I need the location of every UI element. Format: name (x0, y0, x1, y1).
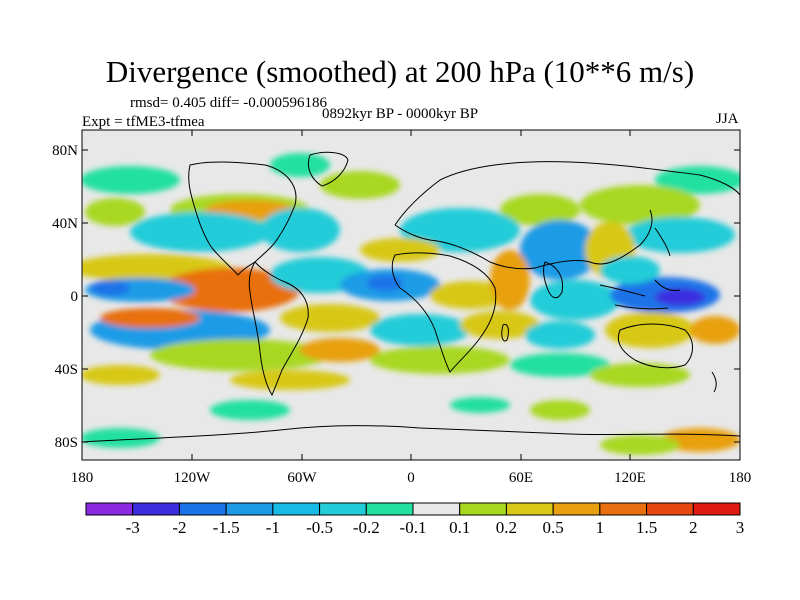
coastline-layer (82, 151, 740, 443)
contour-blob (150, 339, 330, 371)
coastline-se-asia (599, 279, 681, 310)
colorbar-swatch (132, 502, 180, 516)
contour-blob (300, 338, 380, 362)
coastline-africa (391, 252, 497, 373)
colorbar-swatch (552, 502, 601, 516)
lat-tick-80s: 80S (54, 435, 78, 451)
contour-blob (210, 400, 290, 420)
coastline-australia (617, 323, 693, 369)
lat-tick-0: 0 (70, 289, 79, 305)
colorbar-swatch (412, 502, 461, 516)
contour-blob (90, 280, 130, 296)
colorbar-label: 0.5 (542, 518, 564, 537)
contour-blob (530, 280, 620, 320)
contour-blob (260, 208, 340, 252)
colorbar-label: 0.1 (449, 518, 471, 537)
contour-blob (370, 346, 510, 374)
lat-tick-40s: 40S (54, 362, 78, 378)
contour-blob (690, 316, 740, 344)
lon-tick-180e: 180 (728, 470, 752, 486)
coastline-japan (654, 227, 671, 257)
season-label: JJA (716, 111, 739, 127)
coastline-india (543, 261, 564, 299)
plot-title: Divergence (smoothed) at 200 hPa (10**6 … (105, 54, 695, 89)
contour-blob (600, 435, 680, 455)
contour-blob (82, 166, 180, 194)
coastline-madagascar (501, 323, 509, 342)
contour-blob (270, 153, 330, 177)
lon-tick-120w: 120W (173, 470, 211, 486)
colorbar-label: -3 (125, 518, 140, 537)
contour-blob (600, 256, 660, 284)
colorbar-swatch (459, 502, 507, 516)
contour-blob (655, 288, 705, 306)
colorbar-swatch (85, 502, 134, 516)
lon-tick-120e: 120E (614, 470, 646, 486)
contour-blob (625, 217, 735, 253)
colorbar-swatch (365, 502, 414, 516)
lon-tick-60w: 60W (287, 470, 317, 486)
lat-tick-40n: 40N (52, 216, 78, 232)
experiment-label: Expt = tfME3-tfmea (82, 114, 205, 130)
contour-blob (605, 312, 695, 348)
contour-blob (590, 363, 690, 387)
colorbar-label: -0.1 (399, 518, 427, 537)
colorbar-swatch (505, 502, 554, 516)
coastline-antarctica (82, 425, 740, 443)
contour-blob (280, 304, 380, 332)
colorbar-label: 1 (595, 518, 605, 537)
contour-blob (370, 314, 470, 346)
colorbar-swatch (646, 502, 694, 516)
contour-blob (430, 281, 510, 309)
contour-blob (160, 268, 300, 312)
coastline-new-zealand (711, 371, 717, 393)
contour-blob (100, 308, 200, 328)
contour-blob (450, 397, 510, 413)
contour-blob (230, 370, 350, 390)
lon-tick-0: 0 (407, 470, 415, 486)
colorbar-swatch (225, 502, 274, 516)
colorbar-label: -0.5 (306, 518, 334, 537)
contour-blob (360, 238, 440, 262)
coastline-south-america (248, 261, 309, 397)
colorbar-label: -0.2 (352, 518, 380, 537)
axis-ticks (82, 130, 740, 460)
period-label: 0892kyr BP - 0000kyr BP (322, 106, 479, 122)
colorbar-swatch (272, 502, 321, 516)
colorbar-label: -1 (265, 518, 280, 537)
contour-blob (82, 428, 160, 448)
colorbar-label: -1.5 (212, 518, 240, 537)
coastline-greenland (307, 151, 349, 187)
contour-blob (580, 185, 700, 225)
contour-blob (85, 198, 145, 226)
colorbar-swatch (599, 502, 648, 516)
lon-tick-60e: 60E (508, 470, 534, 486)
contour-blob (530, 400, 590, 420)
colorbar-label: 2 (689, 518, 698, 537)
colorbar-label: 1.5 (635, 518, 658, 537)
contour-blob (82, 365, 160, 385)
colorbar-swatch (178, 502, 227, 516)
contour-blob (460, 311, 540, 339)
contour-blob (130, 212, 270, 252)
contour-blob (510, 353, 610, 377)
lat-tick-80n: 80N (52, 143, 78, 159)
contour-blob (367, 275, 403, 291)
stats-text: rmsd= 0.405 diff= -0.000596186 (130, 95, 328, 111)
lon-tick-180w: 180 (70, 470, 94, 486)
colorbar-label: -2 (172, 518, 187, 537)
coastline-eurasia (394, 161, 740, 270)
contour-blob (655, 166, 740, 194)
contour-blob (500, 194, 580, 226)
contour-blob (525, 321, 595, 349)
colorbar-swatch (692, 502, 741, 516)
contour-blob (320, 171, 400, 199)
colorbar-label: 0.2 (495, 518, 518, 537)
contour-blob (400, 208, 520, 252)
colorbar-label: 3 (735, 518, 745, 537)
colorbar-swatch (319, 502, 367, 516)
contour-blob (520, 220, 600, 280)
